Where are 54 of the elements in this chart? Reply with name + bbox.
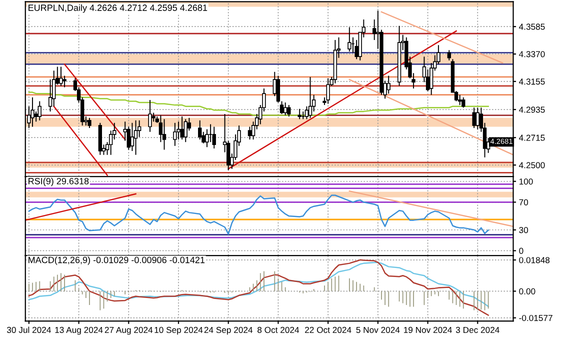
candlestick <box>308 76 312 118</box>
x-tick-label: 30 Jul 2024 <box>7 326 51 333</box>
y-tick-label: 4.3585 <box>518 24 545 30</box>
y-tick-label: 4.3155 <box>518 78 545 85</box>
line-series <box>28 194 489 235</box>
x-tick-label: 3 Dec 2024 <box>456 326 500 333</box>
y-tick-label: 100 <box>519 178 533 185</box>
y-tick-label: 30 <box>519 227 528 234</box>
y-tick-label: 4.2500 <box>518 162 545 168</box>
y-tick-label: 0.00 <box>519 288 536 294</box>
candlestick <box>283 102 288 116</box>
candlestick <box>130 122 134 152</box>
candlestick <box>458 94 462 106</box>
candlestick <box>134 120 138 156</box>
x-tick-label: 13 Aug 2024 <box>55 326 103 335</box>
y-tick-label: 0.01848 <box>519 257 550 264</box>
y-tick-label: 4.2935 <box>518 106 545 113</box>
x-tick-label: 19 Nov 2024 <box>404 326 452 333</box>
x-tick-label: 24 Sep 2024 <box>204 326 253 335</box>
candlestick <box>198 120 202 140</box>
candlestick <box>298 108 302 120</box>
y-tick-label: 70 <box>519 199 528 206</box>
chart-title: RSI(9) 29.6318 <box>28 178 89 186</box>
candlestick <box>173 122 177 146</box>
chart-title: MACD(12,26,9) -0.01029 -0.00906 -0.01421 <box>28 256 205 265</box>
candlestick <box>472 107 476 129</box>
candlestick <box>462 96 466 108</box>
candlestick <box>386 75 390 94</box>
x-tick-label: 8 Oct 2024 <box>258 326 300 333</box>
candlestick <box>162 118 166 150</box>
x-tick-label: 5 Nov 2024 <box>356 326 400 333</box>
candlestick <box>184 118 188 143</box>
candlestick <box>30 96 34 128</box>
candlestick <box>287 104 291 118</box>
candlestick <box>348 26 352 52</box>
candlestick <box>476 107 480 130</box>
y-tick-label: 4.3370 <box>518 51 545 58</box>
x-tick-label: 27 Aug 2024 <box>104 326 153 335</box>
y-tick-label: -0.01577 <box>519 314 552 322</box>
x-tick-label: 10 Sep 2024 <box>154 326 203 335</box>
candlestick <box>447 50 451 61</box>
candlestick <box>248 126 252 140</box>
y-tick-label: 0 <box>519 248 524 254</box>
x-tick-label: 22 Oct 2024 <box>305 326 352 333</box>
candlestick <box>62 75 66 88</box>
candlestick <box>88 117 92 129</box>
y-tick-label: 4.2715 <box>518 134 545 141</box>
candlestick <box>59 66 63 86</box>
candlestick <box>326 78 330 104</box>
candlestick <box>180 116 184 140</box>
candlestick <box>148 99 152 132</box>
candlestick <box>38 100 42 121</box>
chart-title: EURPLN,Daily 4.2626 4.2712 4.2595 4.2681 <box>28 4 208 13</box>
candlestick <box>212 126 216 149</box>
